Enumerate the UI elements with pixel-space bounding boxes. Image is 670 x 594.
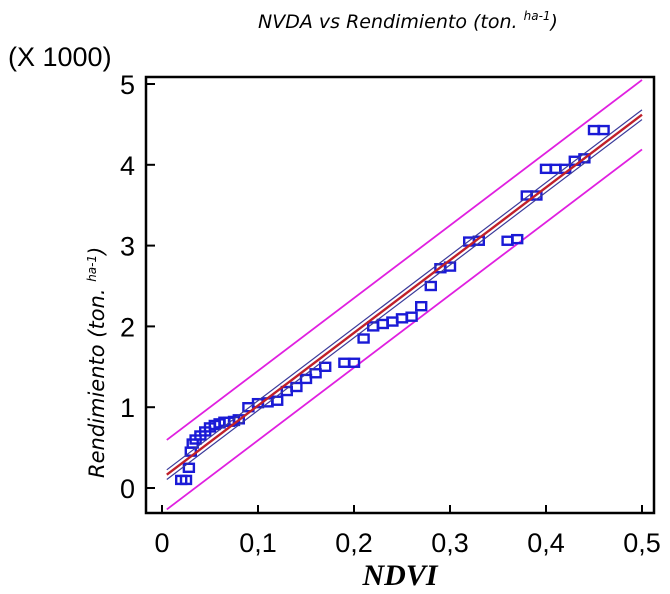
x-tick-label: 0,1 — [239, 528, 277, 558]
data-point — [179, 474, 193, 486]
chart-title-sup: ha-1 — [524, 9, 551, 23]
fit-lines — [166, 109, 643, 480]
data-point — [415, 301, 428, 312]
plot-frame — [144, 75, 656, 515]
y-axis-label-close: ) — [85, 247, 109, 257]
data-point — [443, 261, 457, 272]
data-point — [299, 373, 313, 385]
y-tick-label: 2 — [120, 312, 135, 342]
y-tick-label: 5 — [120, 70, 135, 100]
data-point — [578, 153, 591, 164]
axis-ticks: 0 0,1 0,2 0,3 0,4 0,5 0 1 2 3 4 5 — [120, 70, 661, 558]
data-point — [182, 462, 196, 473]
x-tick-label: 0,3 — [431, 528, 469, 558]
data-point — [597, 124, 610, 136]
data-point — [290, 381, 303, 393]
svg-text:Rendimiento (ton. ha-1): Rendimiento (ton. ha-1) — [85, 247, 109, 478]
y-tick-label: 1 — [120, 393, 135, 423]
prediction-bands — [166, 79, 643, 511]
y-tick-label: 4 — [120, 151, 135, 181]
data-point — [424, 280, 437, 292]
y-axis-label: Rendimiento (ton. ha-1) — [85, 247, 109, 478]
y-axis-label-text: Rendimiento (ton. — [85, 282, 109, 478]
x-tick-label: 0,2 — [335, 528, 373, 558]
lower-prediction-limit — [166, 148, 643, 511]
chart-title: NVDA vs Rendimiento (ton. ha-1) — [258, 9, 558, 33]
y-tick-label: 3 — [120, 232, 135, 262]
data-point — [405, 311, 418, 322]
upper-confidence-limit — [166, 109, 643, 471]
x-tick-label: 0,5 — [623, 528, 661, 558]
data-point — [347, 357, 361, 368]
data-point — [271, 395, 284, 406]
data-point — [309, 368, 322, 379]
data-point — [319, 361, 332, 372]
upper-prediction-limit — [166, 79, 643, 441]
lower-confidence-limit — [166, 119, 643, 480]
x-tick-label: 0 — [154, 528, 169, 558]
x-tick-label: 0,4 — [527, 528, 565, 558]
y-multiplier: (X 1000) — [8, 42, 112, 72]
fit-line — [166, 113, 643, 476]
x-axis-label: NDVI — [361, 559, 438, 592]
y-axis-label-sup: ha-1 — [85, 255, 99, 282]
chart-title-text: NVDA vs Rendimiento (ton. — [258, 11, 524, 33]
data-point — [357, 333, 370, 344]
y-tick-label: 0 — [120, 474, 135, 504]
data-point — [511, 233, 524, 245]
chart-title-close: ) — [549, 11, 558, 33]
